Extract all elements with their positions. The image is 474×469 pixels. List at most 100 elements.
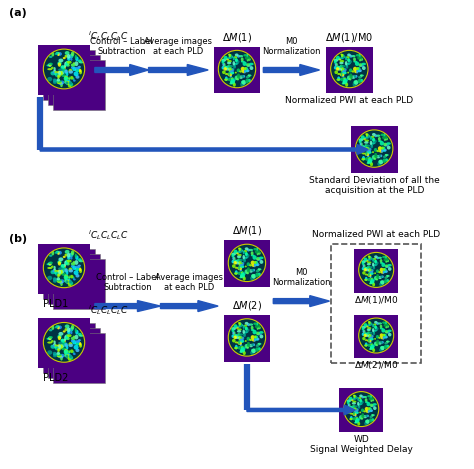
Ellipse shape (49, 329, 53, 332)
Ellipse shape (376, 155, 380, 159)
Ellipse shape (65, 51, 70, 55)
Ellipse shape (380, 141, 384, 145)
Ellipse shape (257, 263, 259, 266)
Text: Average images
at each PLD: Average images at each PLD (155, 273, 223, 292)
Ellipse shape (346, 65, 348, 68)
Ellipse shape (64, 350, 68, 354)
Ellipse shape (56, 353, 60, 357)
Ellipse shape (64, 277, 67, 282)
Ellipse shape (239, 322, 242, 327)
Ellipse shape (348, 60, 352, 63)
Ellipse shape (237, 75, 240, 79)
Text: $\Delta M$(1): $\Delta M$(1) (222, 30, 252, 44)
Ellipse shape (365, 136, 368, 139)
Ellipse shape (365, 267, 368, 270)
Ellipse shape (58, 68, 63, 71)
Ellipse shape (255, 261, 258, 265)
Ellipse shape (51, 52, 54, 57)
Ellipse shape (376, 150, 379, 152)
Ellipse shape (54, 346, 56, 348)
Ellipse shape (362, 271, 365, 275)
Ellipse shape (51, 67, 54, 69)
Ellipse shape (385, 326, 387, 328)
Ellipse shape (365, 401, 368, 403)
Ellipse shape (57, 325, 62, 329)
Ellipse shape (365, 325, 369, 327)
Ellipse shape (355, 395, 357, 400)
Ellipse shape (48, 337, 52, 340)
Ellipse shape (71, 340, 74, 342)
Ellipse shape (65, 262, 68, 265)
Ellipse shape (368, 268, 371, 270)
Bar (351, 126, 398, 173)
Ellipse shape (343, 79, 347, 83)
Ellipse shape (246, 256, 248, 258)
Ellipse shape (367, 344, 372, 347)
Ellipse shape (366, 410, 370, 413)
Ellipse shape (346, 63, 350, 65)
Ellipse shape (362, 260, 366, 263)
Ellipse shape (371, 143, 374, 145)
Ellipse shape (252, 264, 256, 267)
Ellipse shape (373, 264, 377, 266)
Ellipse shape (57, 273, 61, 276)
Ellipse shape (370, 416, 372, 418)
Ellipse shape (240, 349, 245, 353)
Ellipse shape (259, 257, 264, 259)
Ellipse shape (255, 335, 258, 340)
Ellipse shape (75, 57, 79, 61)
Ellipse shape (355, 396, 357, 399)
Ellipse shape (69, 328, 73, 332)
Ellipse shape (68, 78, 71, 80)
Ellipse shape (368, 407, 372, 411)
Ellipse shape (75, 341, 80, 346)
Ellipse shape (57, 270, 62, 273)
Ellipse shape (46, 338, 50, 340)
Ellipse shape (66, 337, 70, 340)
Ellipse shape (365, 147, 368, 149)
Ellipse shape (380, 268, 383, 272)
Ellipse shape (228, 54, 231, 57)
Ellipse shape (243, 260, 246, 263)
Ellipse shape (237, 325, 241, 328)
Ellipse shape (60, 281, 63, 286)
Ellipse shape (347, 58, 350, 61)
Ellipse shape (233, 335, 237, 339)
Ellipse shape (383, 258, 387, 261)
Ellipse shape (51, 325, 54, 330)
Ellipse shape (66, 263, 70, 265)
Ellipse shape (370, 322, 372, 326)
Ellipse shape (65, 250, 70, 254)
Ellipse shape (232, 257, 235, 260)
Ellipse shape (67, 256, 71, 260)
Ellipse shape (363, 415, 367, 418)
Ellipse shape (239, 339, 244, 343)
Ellipse shape (51, 270, 55, 274)
Ellipse shape (56, 279, 60, 283)
Ellipse shape (380, 281, 383, 284)
Ellipse shape (337, 78, 340, 81)
Ellipse shape (353, 417, 357, 421)
Ellipse shape (257, 268, 260, 272)
Ellipse shape (348, 407, 352, 411)
Ellipse shape (234, 334, 237, 338)
Ellipse shape (369, 269, 372, 272)
Text: $\Delta M$(1)/M0: $\Delta M$(1)/M0 (354, 294, 399, 306)
Ellipse shape (343, 81, 345, 83)
Ellipse shape (235, 76, 239, 80)
Ellipse shape (378, 322, 382, 325)
Ellipse shape (49, 56, 53, 58)
Ellipse shape (369, 334, 372, 338)
Ellipse shape (251, 274, 254, 278)
Bar (224, 241, 270, 287)
Ellipse shape (343, 78, 346, 80)
Ellipse shape (59, 71, 63, 76)
Ellipse shape (239, 248, 242, 252)
Ellipse shape (229, 65, 233, 67)
Ellipse shape (378, 140, 382, 142)
Ellipse shape (363, 137, 366, 140)
Ellipse shape (238, 336, 241, 338)
Ellipse shape (356, 54, 359, 57)
Ellipse shape (245, 327, 248, 331)
Ellipse shape (358, 76, 362, 79)
